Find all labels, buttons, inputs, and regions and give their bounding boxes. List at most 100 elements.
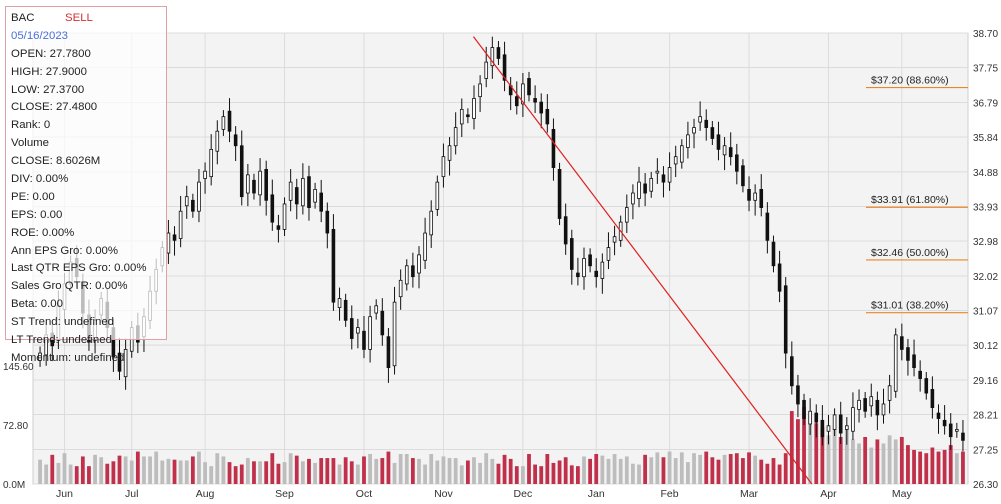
volume-bar	[300, 461, 305, 484]
candle-body	[239, 145, 244, 198]
volume-bar	[410, 458, 415, 484]
volume-bar	[869, 447, 874, 484]
candle-body	[288, 181, 293, 201]
candle-body	[514, 96, 519, 107]
candle-body	[490, 47, 495, 67]
fib-level-label: $31.01 (38.20%)	[871, 300, 949, 312]
volume-bar	[374, 458, 379, 484]
volume-bar	[942, 449, 947, 484]
volume-bar	[704, 451, 709, 484]
volume-bar	[215, 453, 220, 484]
candle-body	[826, 425, 831, 432]
candle-body	[716, 134, 721, 150]
candle-body	[924, 378, 929, 394]
candle-body	[313, 188, 317, 203]
plot-area	[32, 32, 969, 485]
volume-bar	[209, 466, 214, 484]
sales-gro-qtr-label: Sales Gro QTR: 0.00%	[11, 280, 128, 293]
volume-bar	[44, 464, 49, 484]
volume-bar	[502, 454, 507, 484]
volume-bar	[190, 456, 195, 484]
volume-bar	[796, 419, 800, 484]
volume-bar	[496, 463, 501, 484]
volume-bar	[881, 443, 886, 484]
candle-body	[887, 385, 892, 401]
volume-bar	[753, 455, 758, 484]
candle-body	[710, 127, 715, 139]
volume-bar	[808, 415, 813, 484]
candle-body	[796, 385, 800, 405]
candle-body	[802, 399, 806, 419]
volume-bar	[612, 454, 617, 484]
volume-bar	[771, 458, 776, 484]
close-label: CLOSE: 27.4800	[11, 101, 98, 114]
candle-body	[252, 179, 256, 194]
high-label: HIGH: 27.9000	[11, 65, 87, 78]
volume-bar	[227, 462, 232, 484]
volume-bar	[893, 439, 898, 484]
volume-bar	[734, 453, 739, 484]
candle-body	[814, 412, 819, 423]
candle-body	[912, 354, 916, 369]
candle-body	[221, 116, 226, 130]
volume-bar	[148, 456, 152, 484]
volume-bar	[899, 436, 904, 484]
candle-body	[276, 225, 281, 230]
candle-body	[325, 210, 330, 234]
volume-bar	[362, 456, 366, 484]
candle-body	[643, 183, 647, 194]
y-tick-label: 27.25	[973, 445, 998, 456]
volume-bar	[111, 461, 116, 484]
volume-bar	[624, 456, 629, 484]
candle-body	[686, 134, 690, 148]
volume-bar	[343, 457, 348, 484]
candle-body	[117, 352, 122, 372]
volume-bar	[606, 458, 611, 484]
x-tick-label: Oct	[356, 488, 372, 499]
volume-bar	[93, 454, 97, 484]
candle-body	[906, 347, 910, 361]
volume-bar	[539, 466, 544, 484]
candle-body	[918, 370, 922, 379]
candle-body	[759, 188, 764, 208]
candle-body	[753, 192, 757, 201]
volume-bar	[759, 459, 764, 484]
candle-body	[900, 336, 904, 350]
candle-body	[282, 203, 287, 230]
candle-body	[404, 265, 409, 285]
candle-body	[881, 403, 886, 416]
x-tick-label: Dec	[514, 488, 533, 499]
candle-body	[655, 170, 660, 174]
candle-body	[178, 210, 183, 239]
x-tick-label: Mar	[740, 488, 759, 499]
volume-bar	[233, 466, 238, 484]
volume-bar	[142, 456, 146, 484]
candle-body	[582, 258, 586, 278]
volume-bar	[637, 464, 641, 484]
candle-body	[820, 419, 825, 438]
candle-body	[380, 310, 385, 336]
y-tick-label: 37.75	[973, 64, 998, 75]
candle-body	[600, 261, 605, 279]
volume-bar	[814, 423, 819, 484]
y-tick-label: 30.12	[973, 341, 998, 352]
volume-bar	[631, 463, 635, 484]
volume-tick-label: 0.0M	[3, 480, 25, 491]
volume-bar	[863, 436, 868, 484]
pe-label: PE: 0.00	[11, 190, 55, 203]
candle-body	[337, 298, 342, 309]
y-tick-label: 28.21	[973, 411, 998, 422]
volume-bar	[851, 439, 855, 484]
volume-bar	[447, 458, 452, 484]
volume-bar	[832, 427, 837, 484]
candle-body	[606, 247, 611, 261]
candle-body	[215, 130, 220, 152]
volume-bar	[912, 449, 916, 484]
x-tick-label: Aug	[196, 488, 215, 499]
volume-bar	[698, 454, 703, 484]
candle-body	[790, 356, 794, 387]
volume-bar	[551, 462, 556, 484]
candle-body	[551, 128, 556, 168]
lt-trend-label: LT Trend: undefined	[11, 334, 112, 347]
x-tick-label: Apr	[820, 488, 837, 499]
